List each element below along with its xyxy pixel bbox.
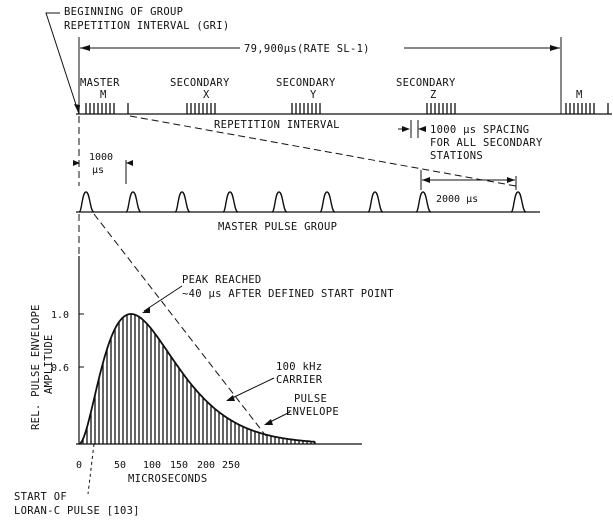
x-tick-label: 100	[143, 460, 161, 471]
pulse-9	[510, 191, 527, 213]
carrier-arrowhead	[226, 395, 235, 401]
spacing-arrowhead-right	[418, 126, 426, 132]
gri-section: BEGINNING OF GROUP REPETITION INTERVAL (…	[45, 6, 612, 162]
secondary-y-pulse-ticks	[291, 103, 321, 114]
y-axis-label-line2: AMPLITUDE	[43, 334, 55, 394]
pulse-7	[367, 191, 384, 213]
master-pulse-group-label: MASTER PULSE GROUP	[218, 221, 337, 233]
peak-label-line2: ~40 μs AFTER DEFINED START POINT	[182, 288, 394, 300]
interval-arrow-left	[80, 45, 90, 51]
gri-leader-line	[45, 12, 80, 115]
pulse-6	[319, 191, 336, 213]
carrier-lines	[82, 314, 316, 444]
secondary-z-pulse-ticks	[426, 103, 456, 114]
x-tick-label: 0	[76, 460, 82, 471]
carrier-label-line2: CARRIER	[276, 374, 323, 386]
pulse-3	[174, 191, 191, 213]
envelope-curve	[78, 313, 316, 445]
y-tick-label-1: 1.0	[51, 310, 69, 321]
x-tick-label: 50	[114, 460, 126, 471]
start-label-line1: START OF	[14, 491, 67, 503]
carrier-leader	[227, 377, 275, 401]
x-tick-label: 200	[197, 460, 215, 471]
peak-label-line1: PEAK REACHED	[182, 274, 261, 286]
expand-dash-right-2	[93, 213, 267, 437]
x-ticks: 0 50 100 150 200 250	[76, 460, 240, 471]
secondary-y-label: SECONDARY	[276, 77, 336, 89]
pulse-4	[222, 191, 239, 213]
pulse-5	[271, 191, 288, 213]
next-master-letter: M	[576, 89, 583, 101]
pulse-gap-value: 1000	[89, 152, 113, 163]
pulse-8	[415, 191, 432, 213]
gap2000-label: 2000 μs	[436, 194, 478, 205]
pulse-gap-unit: μs	[92, 165, 104, 176]
carrier-label-line1: 100 kHz	[276, 361, 322, 373]
envelope-arrowhead	[264, 419, 273, 425]
master-pulse-group: 1000 μs 2000 μs MASTER PULSE GROUP	[73, 152, 540, 233]
peak-arrowhead	[142, 307, 150, 313]
master-letter: M	[100, 89, 107, 101]
spacing-label-line2: FOR ALL SECONDARY	[430, 137, 543, 149]
pulse-2	[125, 191, 142, 213]
secondary-x-pulse-ticks	[186, 103, 216, 114]
master-label: MASTER	[80, 77, 120, 89]
start-label-line2: LORAN-C PULSE [103]	[14, 505, 140, 517]
repetition-interval-label: REPETITION INTERVAL	[214, 119, 340, 131]
envelope-label-line2: ENVELOPE	[286, 406, 339, 418]
y-tick-label-2: 0.6	[51, 363, 69, 374]
spacing-label-line3: STATIONS	[430, 150, 483, 162]
peak-leader	[143, 285, 183, 312]
spacing-label-line1: 1000 μs SPACING	[430, 124, 529, 136]
pulse-shapes	[78, 191, 527, 213]
pulse-gap-arrow-right	[126, 160, 133, 166]
secondary-y-letter: Y	[310, 89, 317, 101]
x-tick-label: 150	[170, 460, 188, 471]
next-master-pulse-ticks	[565, 103, 609, 114]
envelope-label-line1: PULSE	[294, 393, 327, 405]
envelope-plot: REL. PULSE ENVELOPE AMPLITUDE 1.0 0.6 0 …	[14, 256, 394, 517]
interval-value-label: 79,900μs(RATE SL-1)	[244, 43, 370, 55]
secondary-z-letter: Z	[430, 89, 437, 101]
secondary-x-label: SECONDARY	[170, 77, 230, 89]
secondary-z-label: SECONDARY	[396, 77, 456, 89]
gap2000-arrow-left	[422, 177, 430, 183]
master-pulse-ticks	[85, 103, 129, 114]
gri-label-line2: REPETITION INTERVAL (GRI)	[64, 20, 230, 32]
pulse-gap-arrow-left	[73, 160, 80, 166]
y-axis-label-line1: REL. PULSE ENVELOPE	[30, 304, 42, 430]
spacing-arrowhead-left	[402, 126, 410, 132]
x-axis-label: MICROSECONDS	[128, 473, 207, 485]
x-tick-label: 250	[222, 460, 240, 471]
secondary-x-letter: X	[203, 89, 210, 101]
gri-label-line1: BEGINNING OF GROUP	[64, 6, 183, 18]
interval-arrow-right	[550, 45, 560, 51]
pulse-1	[78, 191, 95, 213]
gap2000-arrow-right	[507, 177, 515, 183]
start-leader	[87, 443, 95, 495]
